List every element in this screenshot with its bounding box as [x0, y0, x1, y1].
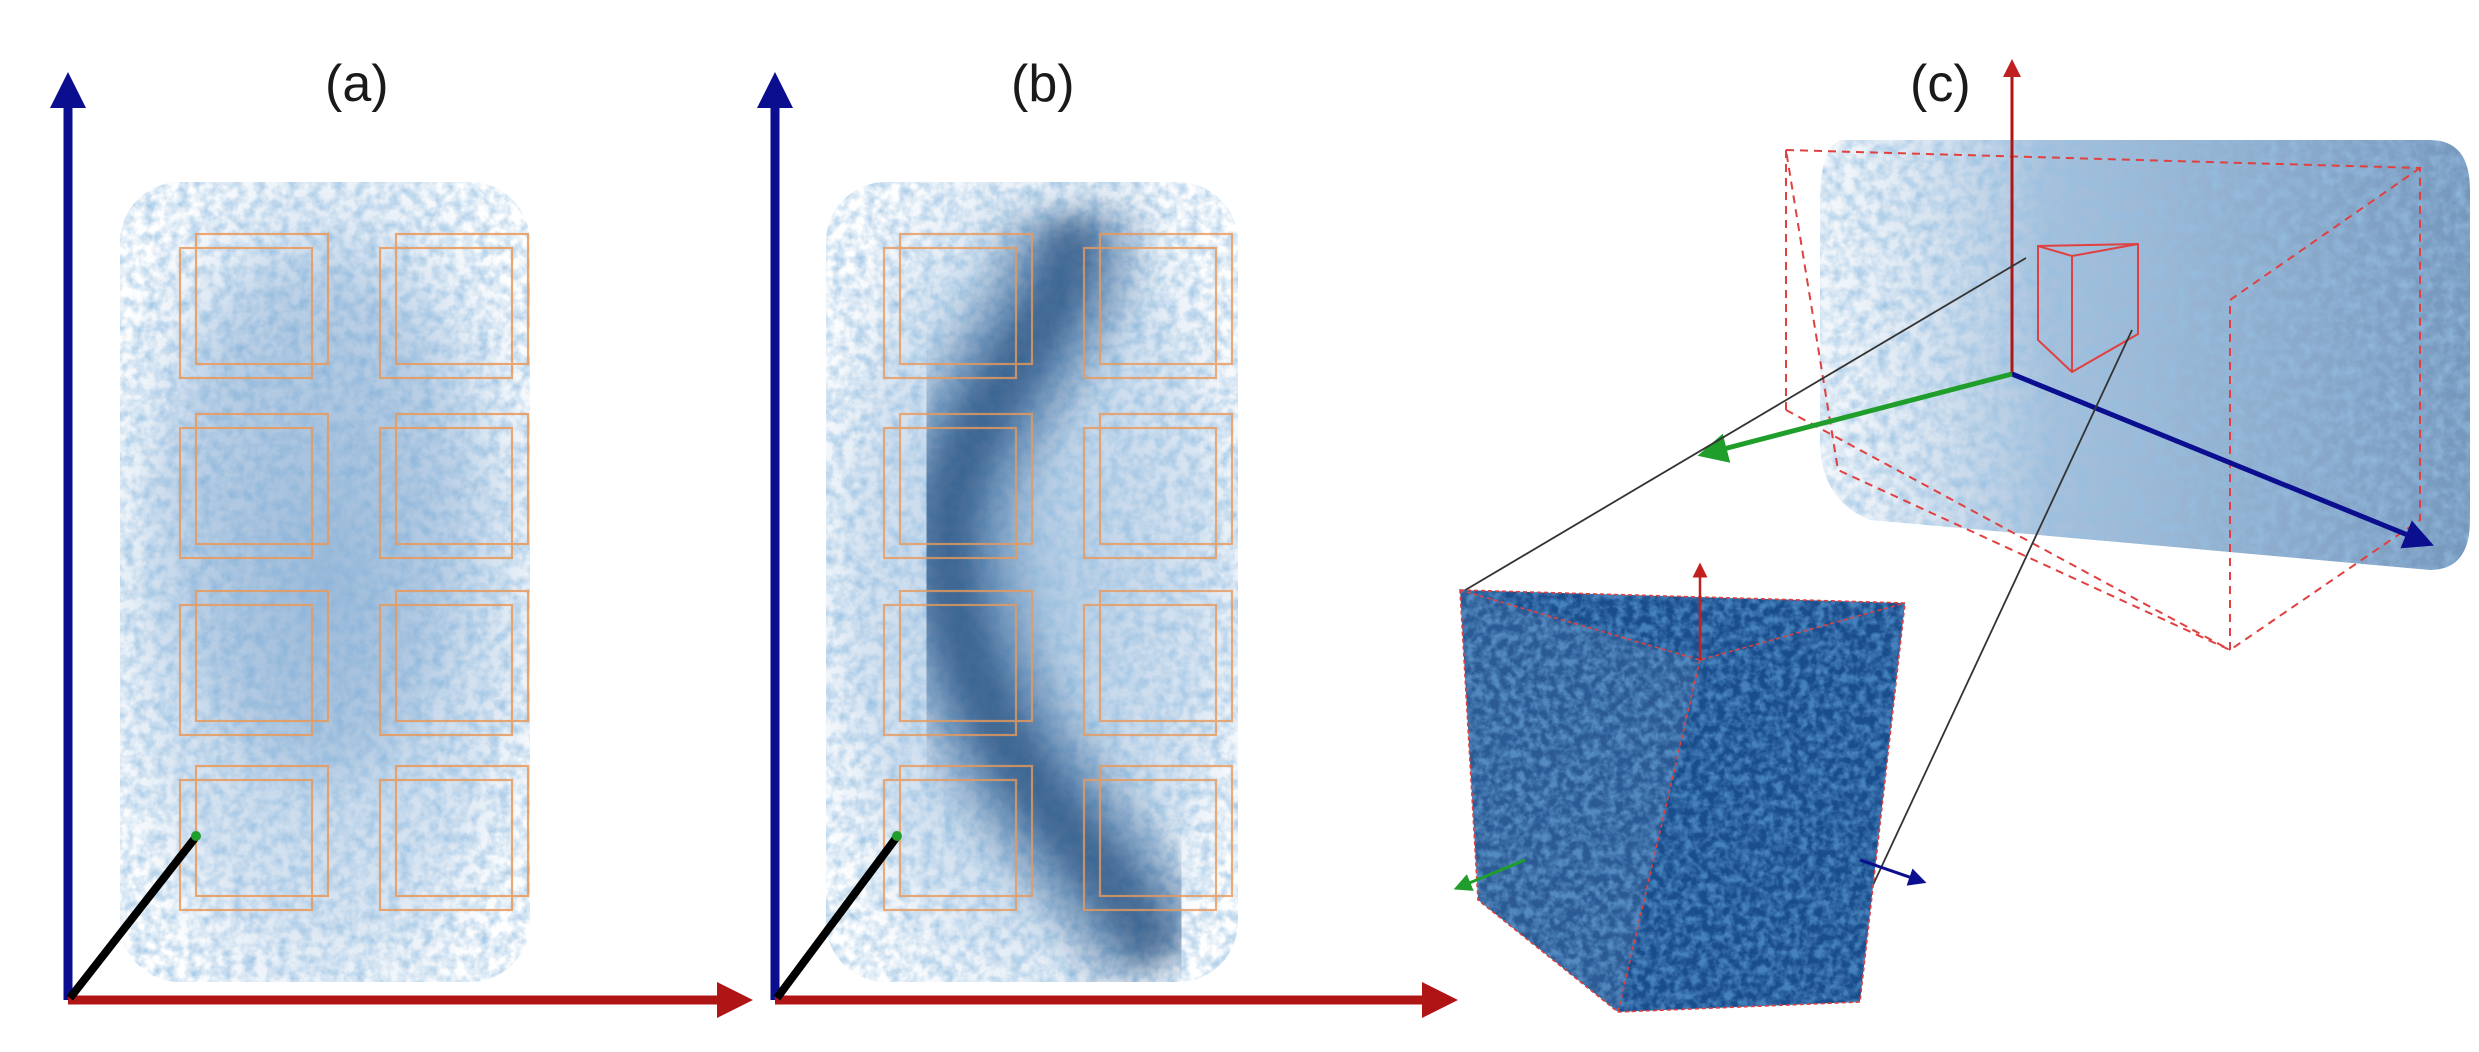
bounding-box-c	[1784, 148, 2421, 652]
axes-a	[50, 72, 753, 1018]
sub-volume-boxes-a	[178, 232, 530, 912]
extraction-box-c	[2037, 242, 2139, 374]
sub-volume-boxes-b	[882, 232, 1234, 912]
panel-c	[1453, 59, 2470, 1013]
panel-b	[757, 72, 1458, 1018]
inset-cube-edges	[1459, 589, 1906, 1013]
axis-depth-c	[1697, 371, 2013, 463]
axes-b	[757, 72, 1458, 1018]
axis-depth-b	[773, 835, 900, 1001]
volume-render-c	[1820, 140, 2470, 570]
panel-label-b: (b)	[1011, 55, 1075, 113]
panel-label-c: (c)	[1910, 55, 1971, 113]
inset-cube	[1453, 562, 1927, 1013]
panel-label-a: (a)	[325, 55, 389, 113]
volume-render-a	[120, 182, 530, 982]
axis-horizontal-c	[2011, 371, 2434, 549]
panel-a	[50, 72, 753, 1018]
inset-axis-horizontal	[1859, 858, 1927, 886]
axes-c	[1697, 59, 2434, 549]
zoom-connectors	[1461, 257, 2133, 931]
inset-axis-depth	[1453, 858, 1526, 891]
axis-depth-a	[66, 835, 199, 1001]
